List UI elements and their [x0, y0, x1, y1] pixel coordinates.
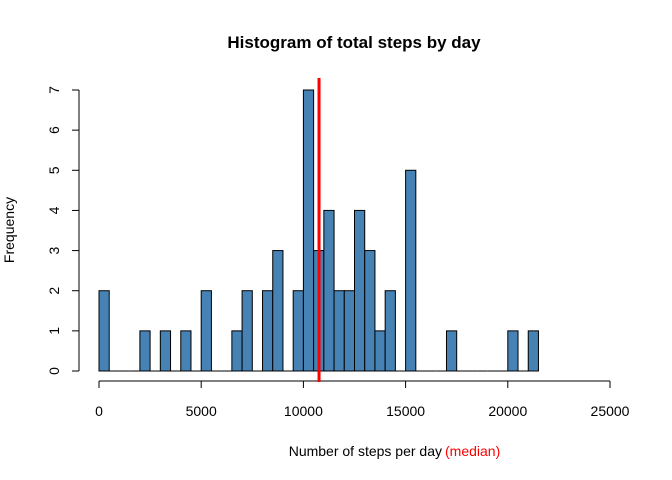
histogram-bar: [527, 330, 539, 372]
x-tick-label: 25000: [591, 403, 630, 419]
x-tick-label: 0: [95, 403, 103, 419]
histogram-bar: [262, 290, 274, 372]
histogram-bar: [374, 330, 386, 372]
x-axis-label: Number of steps per day: [289, 443, 442, 459]
histogram-bar: [180, 330, 192, 372]
histogram-bar: [241, 290, 253, 372]
y-tick-label: 4: [46, 206, 62, 214]
histogram-bar: [405, 169, 417, 372]
histogram-bar: [200, 290, 212, 372]
median-legend-label: (median): [445, 443, 500, 459]
histogram-bar: [364, 250, 376, 372]
histogram-bar: [507, 330, 519, 372]
y-axis-label: Frequency: [1, 197, 17, 263]
x-tick-label: 5000: [186, 403, 217, 419]
histogram-bar: [343, 290, 355, 372]
histogram-bar: [231, 330, 243, 372]
x-tick-label: 15000: [386, 403, 425, 419]
histogram-bar: [445, 330, 458, 372]
chart-title: Histogram of total steps by day: [227, 33, 481, 52]
histogram-bar: [272, 250, 284, 372]
y-axis: 0 1 2 3 4 5 6 7: [46, 86, 80, 375]
histogram-bar: [384, 290, 396, 372]
y-tick-label: 6: [46, 126, 62, 134]
histogram-bar: [159, 330, 172, 372]
y-tick-label: 3: [46, 246, 62, 254]
y-tick-label: 5: [46, 166, 62, 174]
x-axis: 0 5000 10000 15000 20000 25000: [95, 380, 630, 419]
y-tick-label: 2: [46, 287, 62, 295]
histogram-bar: [139, 330, 151, 372]
histogram-bar: [98, 290, 110, 372]
histogram-bar: [323, 209, 335, 372]
y-tick-label: 7: [46, 86, 62, 94]
x-tick-label: 10000: [284, 403, 323, 419]
histogram-bar: [333, 290, 345, 372]
histogram-bar: [302, 89, 315, 372]
histogram-bar: [292, 290, 304, 372]
x-tick-label: 20000: [488, 403, 527, 419]
y-tick-label: 0: [46, 367, 62, 375]
histogram-bar: [354, 209, 366, 372]
y-tick-label: 1: [46, 327, 62, 335]
bars-group: [98, 89, 539, 372]
